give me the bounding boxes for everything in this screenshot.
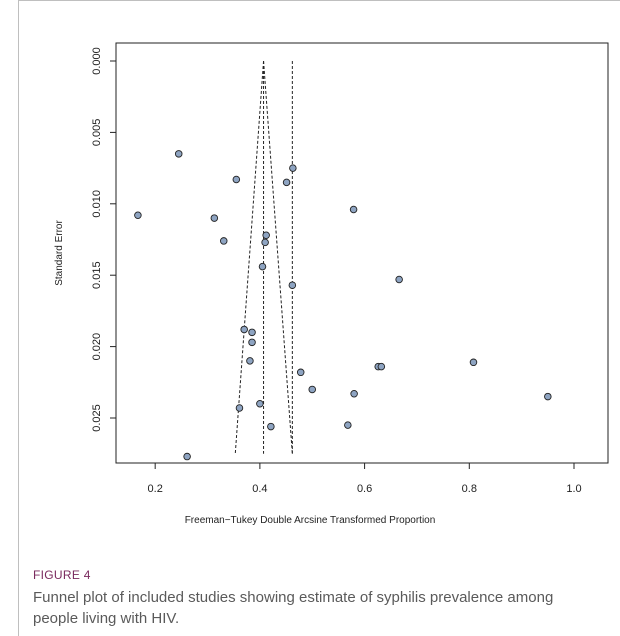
figure-border-left [18,0,19,636]
data-point [288,281,297,289]
funnel-lower-bound-line [234,60,265,454]
funnel-upper-bound-line [263,60,293,454]
x-axis-label: Freeman−Tukey Double Arcsine Transformed… [185,515,436,526]
data-point [256,399,264,408]
y-tick-label: 0.005 [91,119,103,147]
data-point [248,338,256,347]
data-point [240,325,248,334]
data-point [261,238,269,247]
data-point [235,404,244,412]
data-point [174,150,183,158]
figure-label: FIGURE 4 [33,568,91,582]
data-point [246,357,254,365]
data-point [377,362,386,371]
plot-box [115,42,609,464]
funnel-lines [234,60,293,454]
data-point [395,275,403,284]
funnel-plot: 0.2 0.4 0.6 0.8 1.0 0.000 0.005 0.010 0.015 0.02… [54,42,609,526]
x-tick-label: 1.0 [566,483,581,495]
data-point [308,385,316,394]
data-point [220,237,228,245]
data-point [258,262,267,271]
x-axis: 0.2 0.4 0.6 0.8 1.0 [148,462,582,495]
data-point [210,214,219,222]
data-point [469,358,478,367]
x-tick-label: 0.4 [252,483,267,495]
data-point [350,389,358,398]
data-point [544,392,552,401]
y-tick-label: 0.020 [91,333,103,361]
x-tick-label: 0.6 [357,483,372,495]
y-tick-label: 0.000 [91,47,103,75]
data-point [282,178,291,187]
x-tick-label: 0.8 [462,483,477,495]
y-tick-label: 0.010 [91,190,103,218]
data-point [134,211,142,219]
points-layer [134,150,552,461]
data-point [183,452,191,461]
y-tick-label: 0.025 [91,404,103,432]
figure-caption: Funnel plot of included studies showing … [33,589,554,627]
data-point [267,422,275,431]
y-axis-label: Standard Error [54,220,65,286]
data-point [289,164,297,172]
data-point [349,205,358,214]
figure-border-top [18,0,620,1]
data-point [262,231,270,239]
data-point [232,175,241,184]
data-point [344,421,352,429]
y-tick-label: 0.015 [91,261,103,289]
data-point [296,368,305,377]
data-point [248,328,256,337]
x-tick-label: 0.2 [148,483,163,495]
y-axis: 0.000 0.005 0.010 0.015 0.020 0.025 [91,47,117,432]
